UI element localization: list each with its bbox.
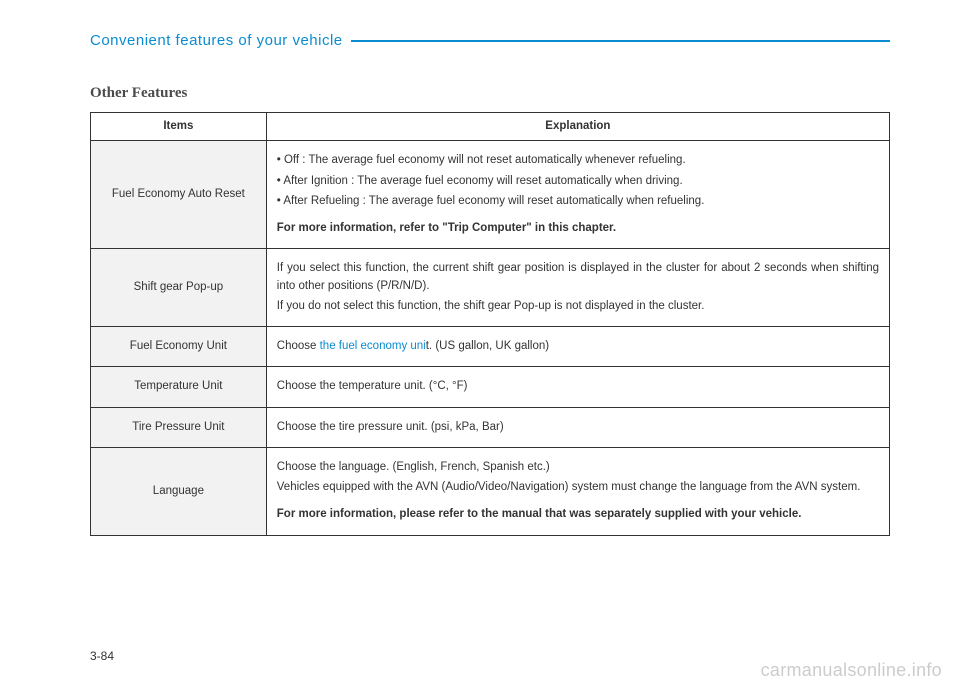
watermark: carmanualsonline.info <box>761 660 942 681</box>
explanation-cell: Choose the fuel economy unit. (US gallon… <box>266 327 889 367</box>
table-row: Temperature Unit Choose the temperature … <box>91 367 890 407</box>
item-cell: Tire Pressure Unit <box>91 407 267 447</box>
table-header-row: Items Explanation <box>91 113 890 141</box>
body-text: If you do not select this function, the … <box>277 298 879 315</box>
body-text: Choose the fuel economy unit. (US gallon… <box>277 338 879 355</box>
bullet-text: • After Refueling : The average fuel eco… <box>277 193 879 210</box>
section-title: Other Features <box>90 85 890 102</box>
item-cell: Fuel Economy Auto Reset <box>91 141 267 249</box>
header-rule <box>351 40 890 42</box>
chapter-header: Convenient features of your vehicle <box>90 32 890 49</box>
explanation-cell: • Off : The average fuel economy will no… <box>266 141 889 249</box>
chapter-title: Convenient features of your vehicle <box>90 32 351 49</box>
body-text: If you select this function, the current… <box>277 260 879 295</box>
note-text: For more information, please refer to th… <box>277 506 879 523</box>
text-prefix: Choose <box>277 340 320 352</box>
features-table: Items Explanation Fuel Economy Auto Rese… <box>90 112 890 536</box>
hyperlink-text[interactable]: the fuel economy uni <box>320 340 426 352</box>
table-row: Shift gear Pop-up If you select this fun… <box>91 249 890 327</box>
page-number: 3-84 <box>90 649 114 663</box>
item-cell: Shift gear Pop-up <box>91 249 267 327</box>
table-row: Tire Pressure Unit Choose the tire press… <box>91 407 890 447</box>
body-text: Choose the language. (English, French, S… <box>277 459 879 476</box>
bullet-text: • After Ignition : The average fuel econ… <box>277 173 879 190</box>
explanation-cell: Choose the tire pressure unit. (psi, kPa… <box>266 407 889 447</box>
text-suffix: t. (US gallon, UK gallon) <box>426 340 549 352</box>
body-text: Vehicles equipped with the AVN (Audio/Vi… <box>277 479 879 496</box>
table-row: Language Choose the language. (English, … <box>91 447 890 535</box>
table-row: Fuel Economy Unit Choose the fuel econom… <box>91 327 890 367</box>
explanation-cell: Choose the temperature unit. (°C, °F) <box>266 367 889 407</box>
item-cell: Fuel Economy Unit <box>91 327 267 367</box>
col-header-items: Items <box>91 113 267 141</box>
body-text: Choose the temperature unit. (°C, °F) <box>277 378 879 395</box>
col-header-explanation: Explanation <box>266 113 889 141</box>
item-cell: Temperature Unit <box>91 367 267 407</box>
explanation-cell: Choose the language. (English, French, S… <box>266 447 889 535</box>
body-text: Choose the tire pressure unit. (psi, kPa… <box>277 419 879 436</box>
explanation-cell: If you select this function, the current… <box>266 249 889 327</box>
item-cell: Language <box>91 447 267 535</box>
bullet-text: • Off : The average fuel economy will no… <box>277 152 879 169</box>
table-row: Fuel Economy Auto Reset • Off : The aver… <box>91 141 890 249</box>
note-text: For more information, refer to "Trip Com… <box>277 220 879 237</box>
